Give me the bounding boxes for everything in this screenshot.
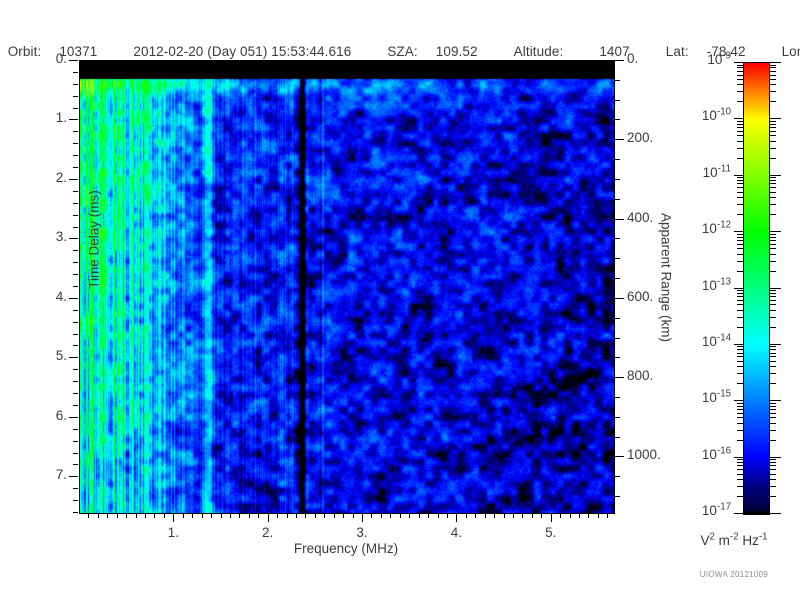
unit-v-exponent: 2 (709, 531, 715, 543)
header-info-bar: Orbit: 10371 2012-02-20 (Day 051) 15:53:44… (0, 29, 800, 59)
orbit-label: Orbit: (7, 44, 42, 59)
sza-label: SZA: (387, 44, 418, 59)
lat-label: Lat: (665, 44, 689, 59)
colorbar-units-label: V2 m-2 Hz-1 (668, 531, 800, 548)
credit-label: UIOWA 20121009 (699, 570, 769, 579)
sza-value: 109.52 (435, 44, 478, 59)
spectrogram-canvas (80, 61, 614, 513)
colorbar (743, 62, 770, 515)
datetime-value: 2012-02-20 (Day 051) 15:53:44.616 (133, 44, 352, 59)
colorbar-gradient (744, 63, 769, 514)
altitude-value: 1407 (599, 44, 630, 59)
unit-hz: Hz (742, 533, 759, 548)
unit-m: m (718, 533, 730, 548)
unit-hz-exponent: -1 (758, 531, 768, 543)
orbit-value: 10371 (59, 44, 98, 59)
unit-v: V (700, 533, 710, 548)
lat-value: -78.42 (706, 44, 746, 59)
y-axis-right-title: Apparent Range (km) (658, 212, 674, 343)
long-label: Long: (781, 44, 800, 59)
x-axis-title: Frequency (MHz) (293, 541, 399, 556)
altitude-label: Altitude: (513, 44, 564, 59)
spectrogram-plot (79, 60, 615, 514)
unit-m-exponent: -2 (729, 531, 739, 543)
